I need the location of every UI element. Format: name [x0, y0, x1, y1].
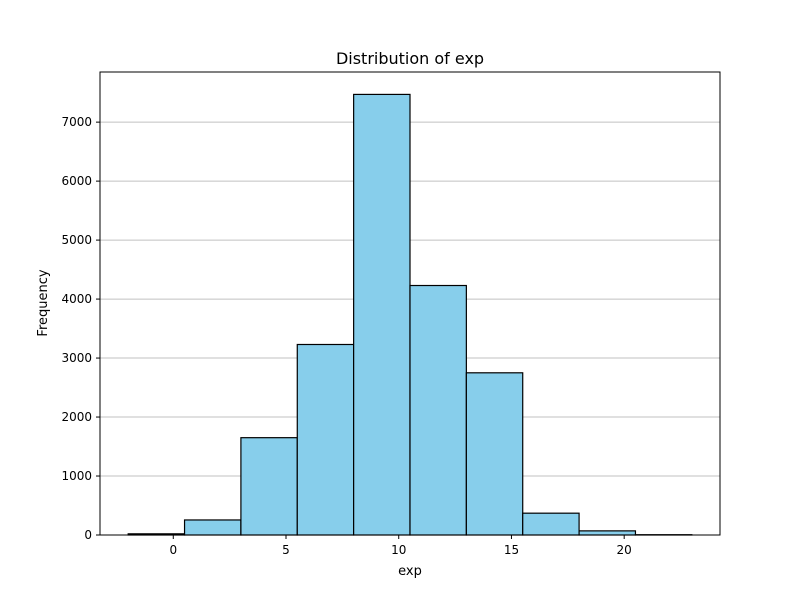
x-tick-label: 0	[169, 543, 177, 557]
histogram-bar	[354, 94, 410, 535]
histogram-bar	[523, 513, 579, 535]
x-tick-label: 10	[391, 543, 406, 557]
x-tick-label: 15	[504, 543, 519, 557]
histogram-bar	[410, 286, 466, 535]
y-tick-label: 0	[84, 528, 92, 542]
histogram-bar	[297, 344, 353, 535]
histogram-bar	[185, 520, 241, 535]
histogram-bar	[579, 531, 635, 535]
y-axis-ticks: 0 1000 2000 3000 4000 5000 6000 7000	[61, 115, 100, 542]
y-tick-label: 1000	[61, 469, 92, 483]
x-axis-ticks: 0 5 10 15 20	[169, 535, 631, 557]
y-tick-label: 7000	[61, 115, 92, 129]
y-tick-label: 5000	[61, 233, 92, 247]
x-axis-label: exp	[398, 564, 422, 579]
y-axis-label: Frequency	[36, 269, 51, 336]
x-tick-label: 5	[282, 543, 290, 557]
x-tick-label: 20	[617, 543, 632, 557]
bars	[128, 94, 692, 535]
y-tick-label: 6000	[61, 174, 92, 188]
y-tick-label: 4000	[61, 292, 92, 306]
y-tick-label: 2000	[61, 410, 92, 424]
histogram-bar	[241, 438, 297, 535]
chart-title: Distribution of exp	[336, 49, 484, 68]
histogram-bar	[466, 373, 522, 535]
y-tick-label: 3000	[61, 351, 92, 365]
